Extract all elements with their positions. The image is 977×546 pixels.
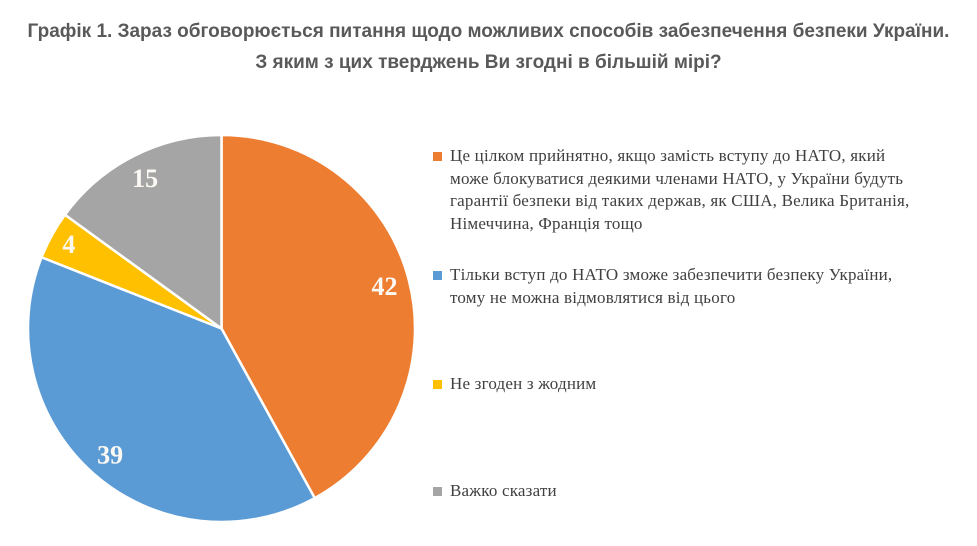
chart-title: Графік 1. Зараз обговорюється питання що…: [27, 21, 950, 73]
legend-swatch-icon: [433, 380, 442, 389]
pie-slice-3: [63, 133, 223, 330]
legend-label: Це цілком прийнятно, якщо замість вступу…: [450, 146, 910, 233]
legend-item-0: Це цілком прийнятно, якщо замість вступу…: [433, 145, 943, 235]
pie-data-label: 4: [62, 230, 75, 259]
legend-item-2: Не згоден з жодним: [433, 373, 943, 396]
chart-legend: Це цілком прийнятно, якщо замість вступу…: [433, 135, 943, 502]
legend-swatch-icon: [433, 152, 442, 161]
legend-label: Важко сказати: [450, 480, 557, 500]
legend-swatch-icon: [433, 271, 442, 280]
pie-data-label: 42: [372, 272, 398, 301]
legend-item-1: Тільки вступ до НАТО зможе забезпечити б…: [433, 264, 943, 309]
pie-data-label: 39: [97, 440, 123, 469]
legend-item-3: Важко сказати: [433, 480, 943, 503]
legend-label: Тільки вступ до НАТО зможе забезпечити б…: [450, 265, 893, 307]
pie-slice-0: [220, 133, 417, 500]
pie-slice-1: [26, 256, 316, 524]
legend-swatch-icon: [433, 486, 442, 496]
legend-label: Не згоден з жодним: [450, 374, 597, 393]
pie-data-label: 15: [132, 164, 158, 193]
